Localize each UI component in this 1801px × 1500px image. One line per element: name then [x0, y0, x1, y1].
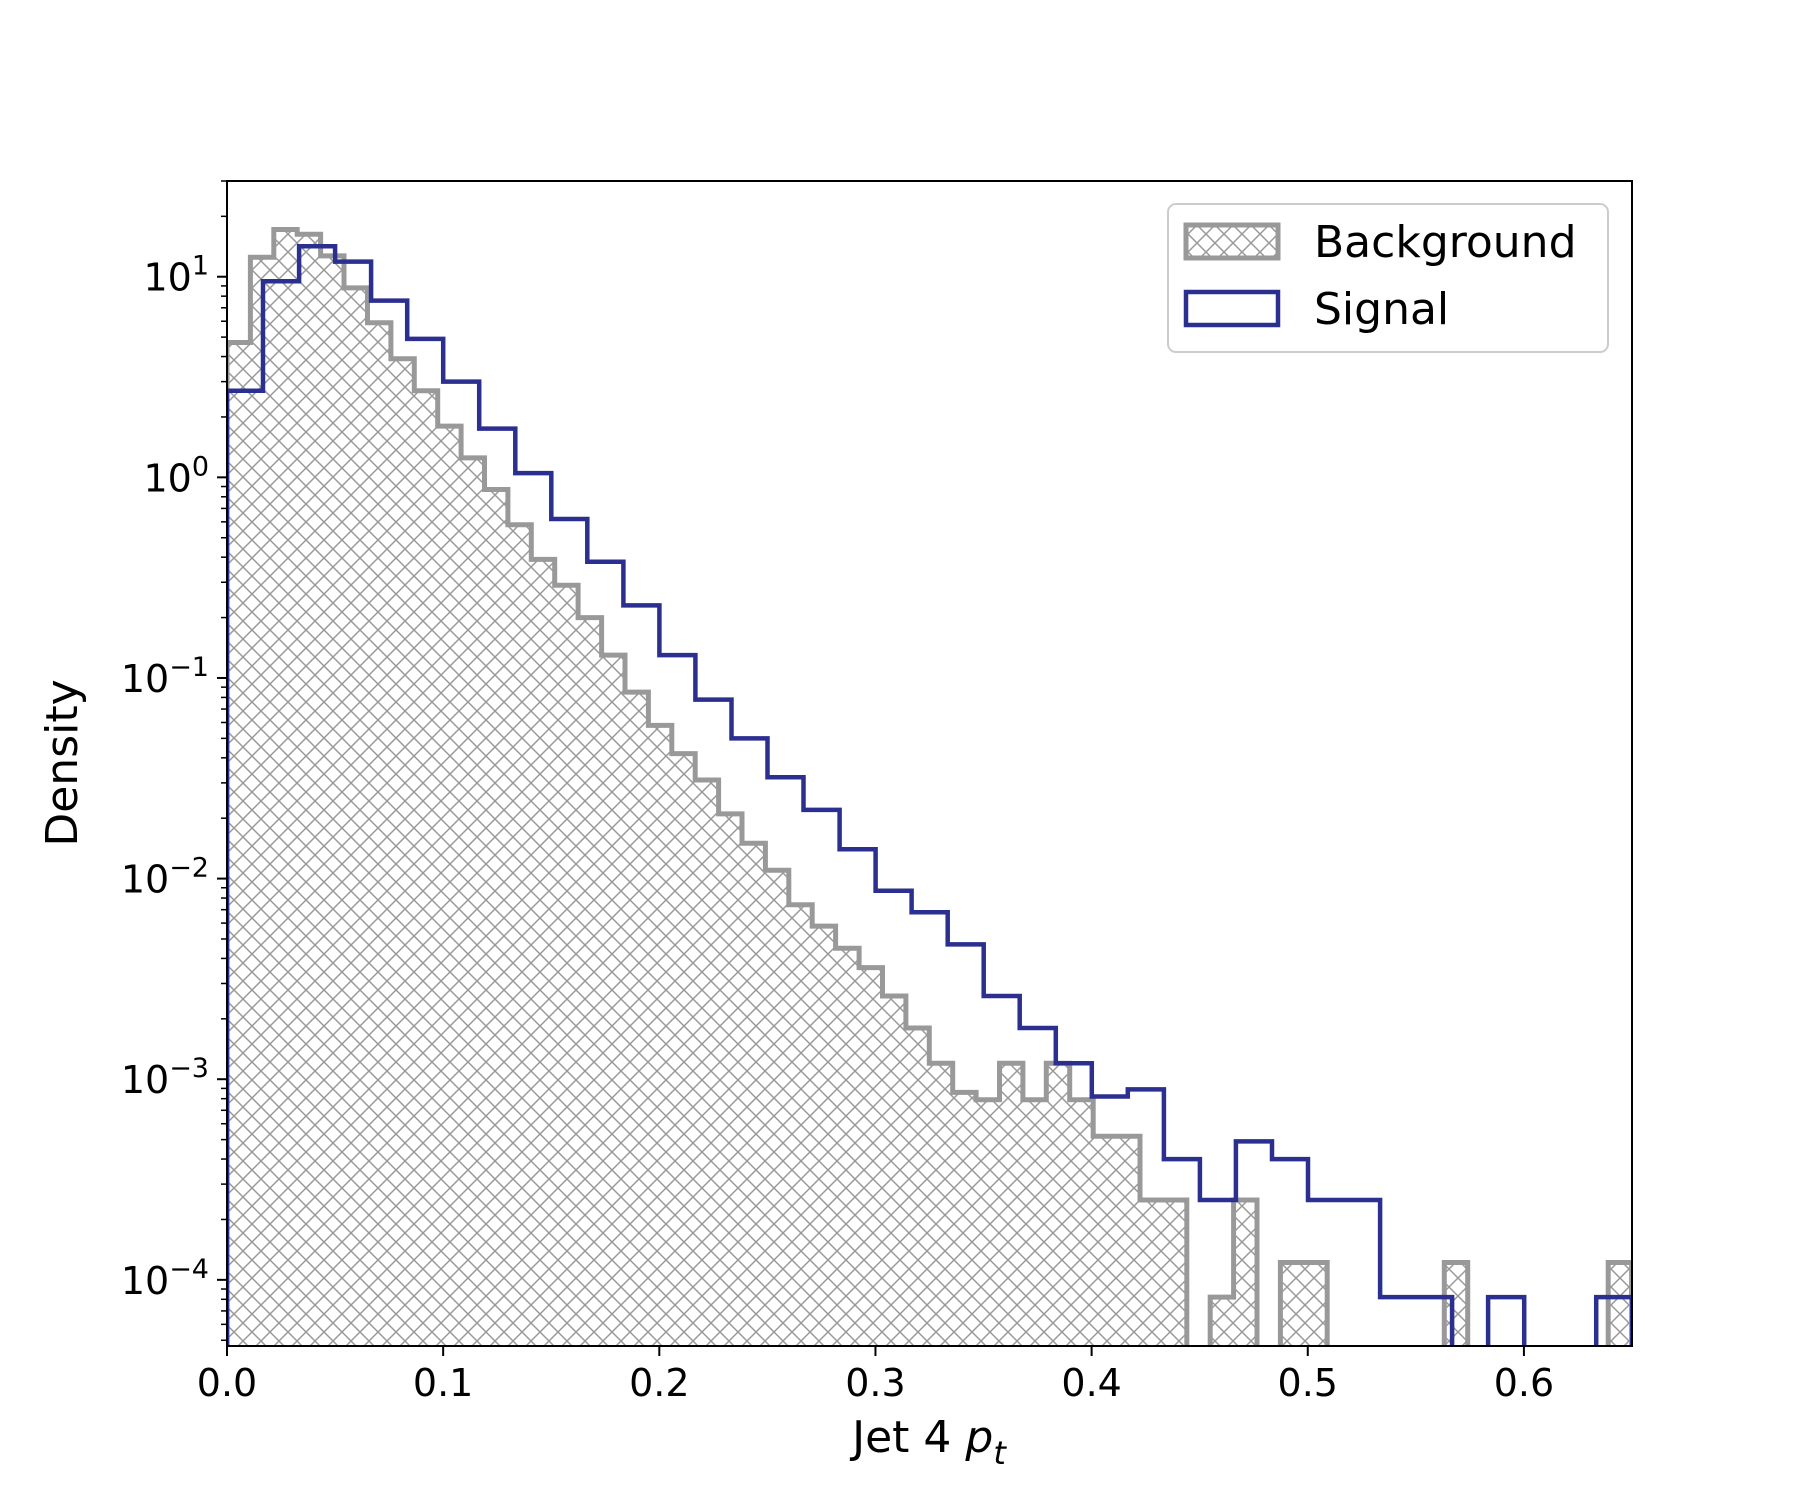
y-tick-label: 10−3 — [121, 1053, 209, 1102]
legend-swatch-background — [1183, 222, 1281, 261]
legend-label-signal: Signal — [1314, 284, 1449, 335]
plot-frame — [226, 180, 1633, 1347]
x-axis: 0.0 0.1 0.2 0.3 0.4 0.5 0.6 — [197, 1346, 1554, 1405]
y-tick-label: 10−4 — [121, 1254, 209, 1303]
x-tick-label: 0.3 — [845, 1361, 905, 1405]
x-tick-label: 0.1 — [413, 1361, 473, 1405]
legend-swatch-signal — [1183, 289, 1281, 328]
legend-label-background: Background — [1314, 217, 1577, 268]
background-histogram-fill — [227, 229, 1632, 1346]
x-tick-label: 0.4 — [1061, 1361, 1121, 1405]
x-tick-label: 0.0 — [197, 1361, 257, 1405]
signal-histogram-line — [227, 243, 1632, 1346]
x-axis-title: Jet 4 pt — [849, 1412, 1007, 1472]
y-tick-label: 10−2 — [121, 853, 209, 902]
plot-area — [227, 227, 1632, 1346]
y-tick-label: 101 — [143, 251, 209, 300]
background-histogram-outline — [227, 227, 1632, 1346]
y-axis: 10−4 10−3 10−2 10−1 100 101 — [121, 180, 227, 1341]
legend: Background Signal — [1167, 203, 1609, 353]
x-tick-label: 0.5 — [1278, 1361, 1338, 1405]
y-tick-label: 10−1 — [121, 652, 209, 701]
y-axis-title: Density — [37, 679, 88, 846]
x-tick-label: 0.6 — [1494, 1361, 1554, 1405]
x-tick-label: 0.2 — [629, 1361, 689, 1405]
y-tick-label: 100 — [143, 451, 209, 500]
